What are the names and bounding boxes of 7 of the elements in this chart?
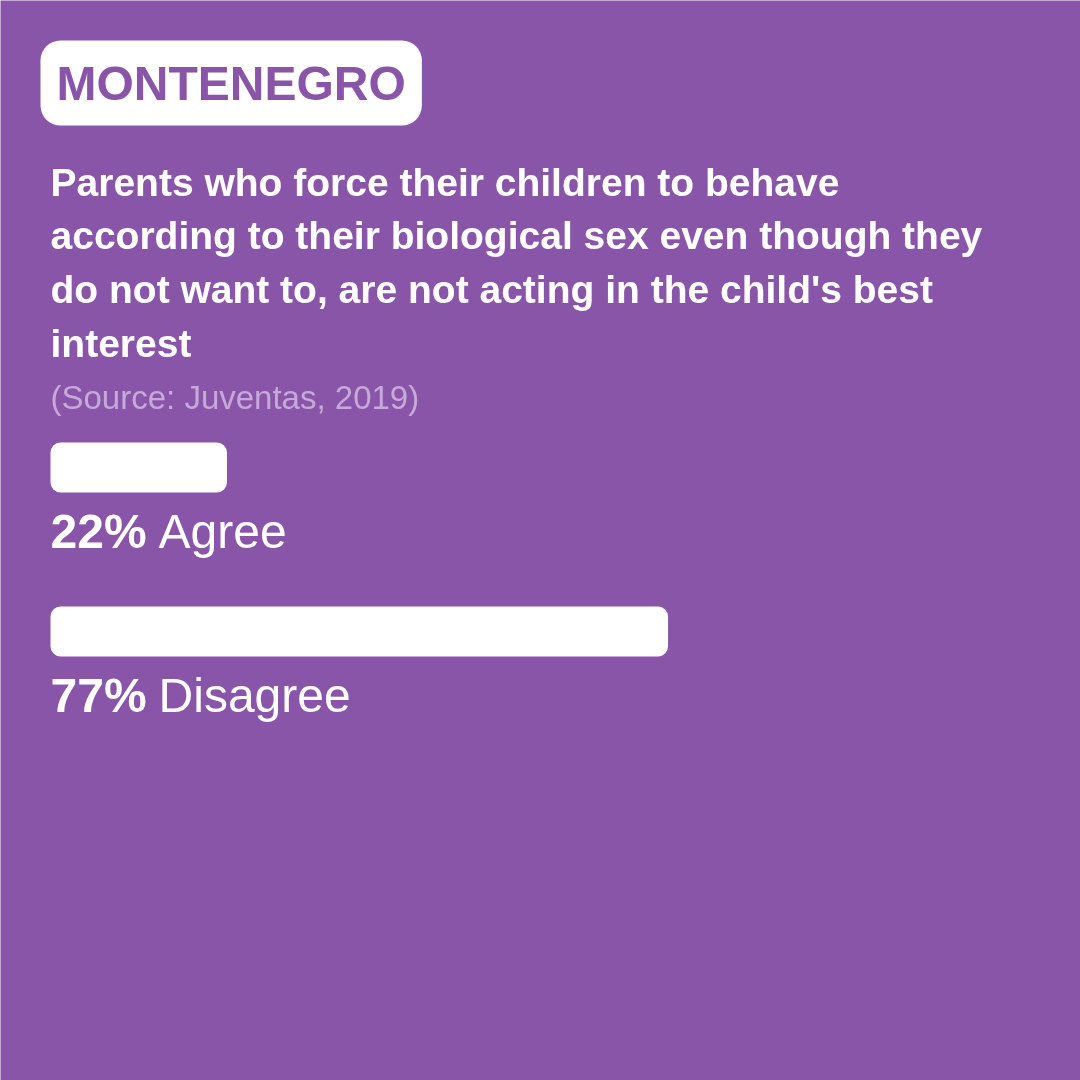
data-label: 22% [50, 504, 147, 558]
y-tick-label: Disagree [158, 668, 351, 722]
data-label: 77% [50, 668, 147, 722]
y-tick-label: Agree [158, 504, 287, 558]
text: (Source: Juventas, 2019) [50, 378, 420, 416]
chart-title: MONTENEGRO [56, 56, 406, 110]
chart-subtitle: Parents who force their children to behave according to their biological sex even though they do not want to, are not acting in the child's best interest [50, 160, 983, 365]
